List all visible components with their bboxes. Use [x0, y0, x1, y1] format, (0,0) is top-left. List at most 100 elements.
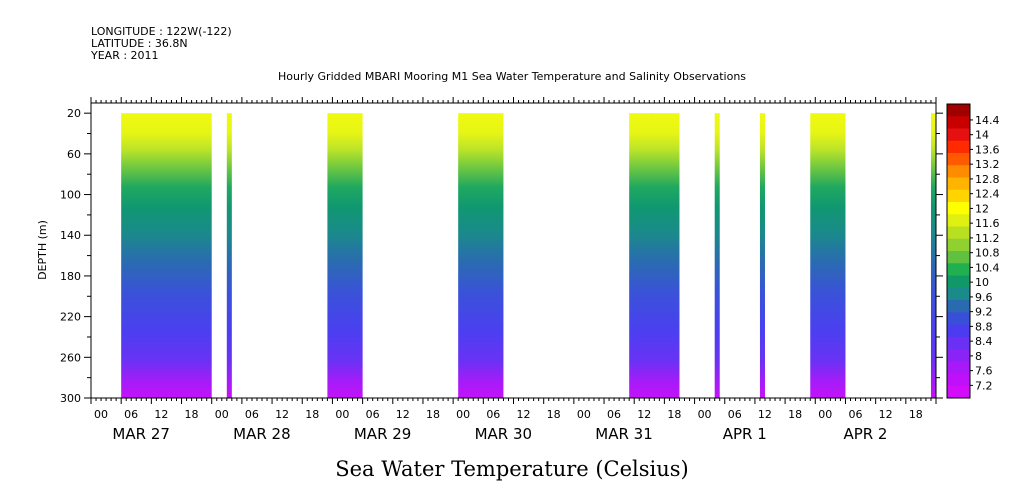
colorbar-label: 7.6 — [975, 365, 993, 378]
colorbar-swatch — [947, 300, 970, 313]
x-day-label: MAR 30 — [475, 425, 532, 443]
x-tick-label: 12 — [154, 408, 168, 421]
x-tick-label: 06 — [124, 408, 138, 421]
x-tick-label: 18 — [547, 408, 561, 421]
x-tick-label: 18 — [909, 408, 923, 421]
y-tick-label: 20 — [67, 107, 81, 120]
colorbar-swatch — [947, 128, 970, 142]
colorbar-swatch — [947, 116, 970, 129]
colorbar-swatch — [947, 336, 970, 350]
colorbar-label: 8 — [975, 350, 982, 363]
colorbar-frame — [946, 103, 971, 399]
colorbar-label: 9.2 — [975, 306, 993, 319]
data-segment — [930, 113, 936, 398]
colorbar-swatch — [947, 165, 970, 178]
x-tick-label: 12 — [879, 408, 893, 421]
x-tick-label: 00 — [335, 408, 349, 421]
colorbar-swatch — [947, 312, 970, 325]
y-axis-label: DEPTH (m) — [36, 220, 49, 280]
colorbar-swatch — [947, 153, 970, 166]
colorbar-label: 14 — [975, 129, 989, 142]
latitude-label: LATITUDE : 36.8N — [91, 37, 188, 50]
colorbar-swatch — [947, 238, 970, 252]
colorbar-swatch — [947, 349, 970, 362]
y-tick-label: 140 — [60, 229, 81, 242]
x-tick-label: 00 — [215, 408, 229, 421]
chart-title: Hourly Gridded MBARI Mooring M1 Sea Wate… — [278, 70, 746, 83]
data-segments — [121, 113, 936, 398]
colorbar-swatch — [947, 104, 970, 117]
colorbar-label: 8.4 — [975, 335, 993, 348]
x-tick-label: 18 — [305, 408, 319, 421]
y-tick-label: 220 — [60, 311, 81, 324]
x-axis: 00 06 12 18 00 06 12 18 00 06 12 18 00 06 12 18 00 06 12 18… — [90, 97, 937, 443]
colorbar-label: 11.2 — [975, 232, 1000, 245]
x-tick-label: 00 — [577, 408, 591, 421]
x-tick-label: 12 — [517, 408, 531, 421]
data-segment — [121, 113, 212, 398]
colorbar-swatch — [947, 275, 970, 289]
data-segment — [810, 113, 846, 398]
x-day-label: MAR 29 — [354, 425, 411, 443]
x-tick-label: 18 — [185, 408, 199, 421]
colorbar-label: 11.6 — [975, 217, 1000, 230]
colorbar-swatch — [947, 189, 970, 203]
colorbar-label: 12.8 — [975, 173, 1000, 186]
colorbar-label: 10.8 — [975, 247, 1000, 260]
colorbar-swatch — [947, 287, 970, 301]
colorbar-label: 9.6 — [975, 291, 993, 304]
year-label: YEAR : 2011 — [90, 49, 159, 62]
x-day-label: MAR 31 — [595, 425, 652, 443]
x-tick-label: 12 — [758, 408, 772, 421]
y-tick-label: 60 — [67, 148, 81, 161]
data-segment — [327, 113, 363, 398]
colorbar-label: 12 — [975, 202, 989, 215]
x-tick-label: 18 — [788, 408, 802, 421]
x-tick-label: 18 — [667, 408, 681, 421]
colorbar-swatch — [947, 361, 970, 374]
colorbar-swatch — [947, 263, 970, 276]
x-tick-label: 12 — [637, 408, 651, 421]
x-tick-label: 00 — [698, 408, 712, 421]
data-segment — [714, 113, 720, 398]
y-tick-label: 100 — [60, 189, 81, 202]
colorbar-label: 8.8 — [975, 320, 993, 333]
y-axis: 20 60 100 140 180 220 260 300 — [60, 107, 943, 405]
x-day-label: MAR 27 — [112, 425, 169, 443]
colorbar-swatch — [947, 226, 970, 240]
longitude-label: LONGITUDE : 122W(-122) — [91, 25, 232, 38]
colorbar-swatch — [947, 202, 970, 215]
colorbar-swatch — [947, 324, 970, 338]
colorbar-swatch — [947, 385, 970, 399]
colorbar-label: 7.2 — [975, 379, 993, 392]
x-tick-label: 18 — [426, 408, 440, 421]
x-day-label: MAR 28 — [233, 425, 290, 443]
y-tick-label: 300 — [60, 392, 81, 405]
x-tick-label: 12 — [396, 408, 410, 421]
plot-frame — [90, 102, 937, 399]
x-tick-label: 00 — [94, 408, 108, 421]
y-tick-label: 180 — [60, 270, 81, 283]
x-tick-label: 00 — [456, 408, 470, 421]
x-day-label: APR 2 — [843, 425, 887, 443]
colorbar-swatch — [947, 251, 970, 264]
colorbar-label: 12.4 — [975, 188, 1000, 201]
data-segment — [458, 113, 504, 398]
x-tick-label: 06 — [848, 408, 862, 421]
y-tick-label: 260 — [60, 351, 81, 364]
colorbar-swatch — [947, 177, 970, 191]
colorbar-swatch — [947, 373, 970, 387]
colorbar-label: 10.4 — [975, 261, 1000, 274]
x-axis-label: Sea Water Temperature (Celsius) — [335, 457, 689, 481]
colorbar-label: 14.4 — [975, 114, 1000, 127]
data-segment — [649, 113, 655, 398]
colorbar-label: 13.2 — [975, 158, 1000, 171]
data-segment — [226, 113, 232, 398]
data-segment — [759, 113, 765, 398]
x-tick-label: 06 — [245, 408, 259, 421]
x-tick-label: 06 — [728, 408, 742, 421]
colorbar-swatch — [947, 214, 970, 227]
colorbar-label: 13.6 — [975, 143, 1000, 156]
